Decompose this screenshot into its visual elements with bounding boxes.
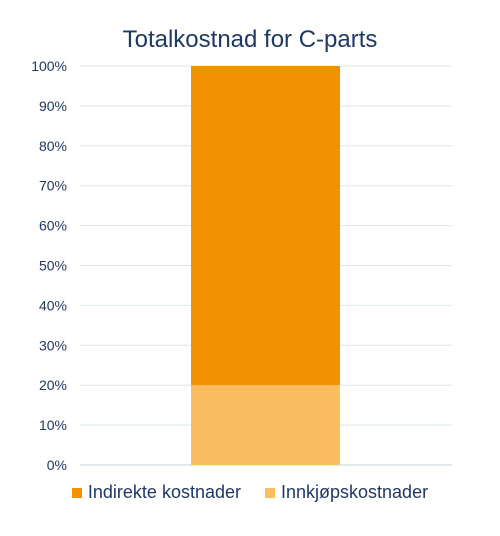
y-tick-label: 30% (39, 337, 67, 353)
y-axis-ticks: 0% 10% 20% 30% 40% 50% 60% 70% 80% 90% 100% (31, 58, 67, 473)
y-tick-label: 100% (31, 58, 67, 74)
legend-swatch-innkjop (265, 487, 275, 498)
bar-segment-innkjopskostnader (191, 385, 340, 465)
y-tick-label: 60% (39, 218, 67, 234)
y-tick-label: 0% (47, 457, 67, 473)
y-tick-label: 50% (39, 258, 67, 274)
y-tick-label: 40% (39, 297, 67, 313)
y-tick-label: 70% (39, 178, 67, 194)
y-tick-label: 90% (39, 98, 67, 114)
chart-title: Totalkostnad for C-parts (122, 26, 378, 53)
y-tick-label: 10% (39, 417, 67, 433)
legend-item-indirekte: Indirekte kostnader (71, 482, 241, 503)
legend-label-innkjop: Innkjøpskostnader (281, 482, 429, 502)
legend-swatch-indirekte (71, 487, 82, 498)
bars (191, 66, 340, 465)
y-tick-label: 20% (39, 377, 67, 393)
y-tick-label: 80% (39, 138, 67, 154)
legend-item-innkjop: Innkjøpskostnader (265, 482, 428, 503)
legend-label-indirekte: Indirekte kostnader (87, 482, 241, 502)
bar-segment-indirekte-kostnader (191, 66, 340, 386)
legend: Indirekte kostnader Innkjøpskostnader (0, 482, 500, 503)
